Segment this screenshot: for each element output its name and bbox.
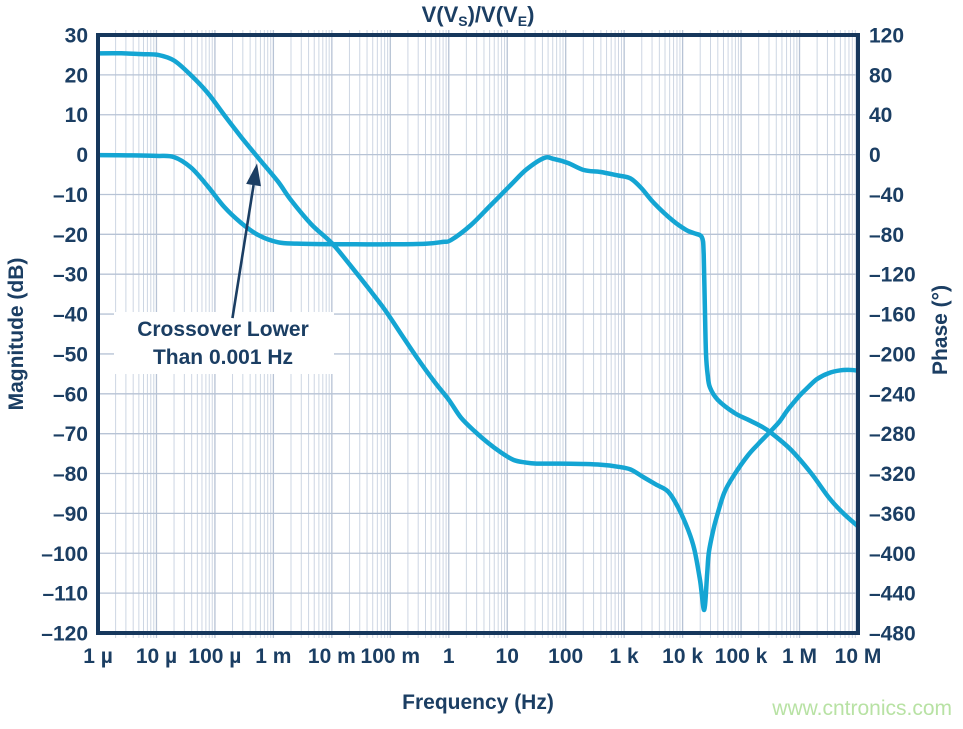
x-tick-label: 1 m — [255, 645, 291, 668]
title-text: ) — [527, 2, 535, 27]
y-left-tick-label: –20 — [53, 224, 88, 247]
y-right-tick-label: –400 — [869, 543, 916, 566]
chart-title: V(VS)/V(VE) — [98, 2, 858, 30]
plot-border — [96, 33, 860, 635]
y-right-tick-label: –40 — [869, 184, 904, 207]
y-left-tick-label: –10 — [53, 184, 88, 207]
y-left-tick-label: –80 — [53, 463, 88, 486]
x-tick-label: 1 M — [782, 645, 817, 668]
y-left-tick-label: –70 — [53, 423, 88, 446]
y-right-tick-label: –160 — [869, 304, 916, 327]
phase-axis-label: Phase (°) — [929, 284, 952, 376]
y-right-tick-label: –480 — [869, 623, 916, 646]
magnitude-axis-label: Magnitude (dB) — [5, 257, 28, 411]
x-tick-label: 10 µ — [136, 645, 177, 668]
y-right-tick-label: 80 — [869, 64, 892, 87]
y-left-tick-label: 30 — [65, 25, 88, 48]
x-tick-label: 100 — [548, 645, 583, 668]
y-left-tick-label: –30 — [53, 264, 88, 287]
x-tick-label: 1 k — [610, 645, 640, 668]
grid-minor — [115, 30, 856, 638]
annotation-arrowhead — [246, 163, 261, 187]
watermark: www.cntronics.com — [772, 697, 952, 720]
phase-curve — [98, 152, 858, 529]
y-left-tick-label: –110 — [42, 583, 88, 606]
y-right-tick-label: –440 — [869, 583, 916, 606]
y-left-tick-label: –50 — [53, 343, 88, 366]
y-left-tick-label: 20 — [65, 64, 88, 87]
y-right-tick-label: 0 — [869, 144, 881, 167]
y-left-tick-label: –100 — [41, 543, 88, 566]
x-tick-label: 10 — [496, 645, 519, 668]
y-left-tick-label: –60 — [53, 383, 88, 406]
title-subscript: E — [517, 13, 528, 29]
title-text: V(V — [421, 2, 459, 27]
y-left-tick-label: 0 — [76, 144, 88, 167]
x-tick-label: 10 k — [662, 645, 703, 668]
y-right-tick-label: 120 — [869, 25, 904, 48]
x-tick-label: 10 m — [308, 645, 356, 668]
title-subscript: S — [458, 13, 468, 29]
y-left-tick-label: 10 — [65, 104, 88, 127]
x-tick-label: 100 µ — [188, 645, 241, 668]
y-right-tick-label: –120 — [869, 264, 916, 287]
y-right-tick-label: –320 — [869, 463, 916, 486]
x-tick-label: 1 — [443, 645, 455, 668]
y-right-tick-label: –240 — [869, 383, 916, 406]
y-right-tick-label: –200 — [869, 343, 916, 366]
x-tick-label: 10 M — [835, 645, 882, 668]
title-text: )/V(V — [467, 2, 518, 27]
x-tick-label: 100 m — [361, 645, 421, 668]
y-right-tick-label: –280 — [869, 423, 916, 446]
y-right-tick-label: –360 — [869, 503, 916, 526]
x-tick-label: 1 µ — [83, 645, 113, 668]
y-right-tick-label: 40 — [869, 104, 892, 127]
y-left-tick-label: –40 — [53, 304, 88, 327]
frequency-axis-label: Frequency (Hz) — [402, 691, 554, 714]
y-left-tick-label: –120 — [41, 623, 88, 646]
annotation-arrow — [231, 184, 255, 319]
annotation-backdrop — [114, 312, 334, 374]
y-left-tick-label: –90 — [53, 503, 88, 526]
magnitude-curve — [98, 51, 858, 613]
y-right-tick-label: –80 — [869, 224, 904, 247]
x-tick-label: 100 k — [715, 645, 768, 668]
